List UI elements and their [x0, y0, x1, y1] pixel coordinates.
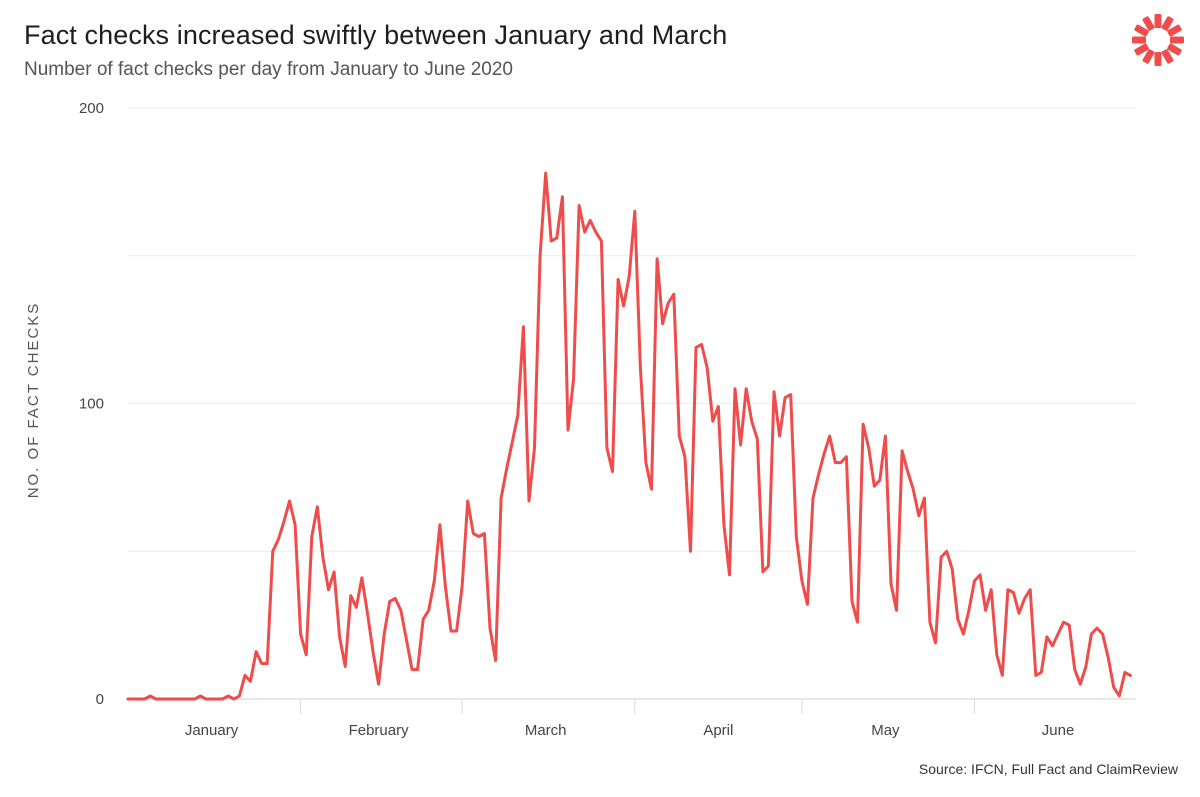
chart-subtitle: Number of fact checks per day from Janua…: [24, 59, 513, 80]
series-group: [126, 171, 1132, 701]
x-tick-label: January: [185, 722, 239, 739]
logo-ray: [1170, 36, 1184, 44]
logo-ray: [1161, 16, 1174, 31]
x-axis: January February March April May June: [185, 700, 1074, 739]
series-line: [126, 171, 1132, 701]
x-tick-label: February: [349, 722, 410, 739]
y-tick-label: 100: [79, 396, 104, 413]
logo-ray: [1154, 52, 1162, 66]
x-tick-label: June: [1042, 722, 1075, 739]
logo-ray: [1134, 43, 1149, 56]
logo-ray: [1167, 24, 1182, 37]
logo-ray: [1142, 16, 1155, 31]
logo-ray: [1134, 24, 1149, 37]
logo-ray: [1161, 49, 1174, 64]
x-tick-label: April: [703, 722, 733, 739]
x-tick-label: May: [871, 722, 900, 739]
source-note: Source: IFCN, Full Fact and ClaimReview: [918, 761, 1178, 777]
logo-ray: [1132, 36, 1146, 44]
y-tick-label: 200: [79, 100, 104, 117]
logo-ray: [1154, 14, 1162, 28]
y-axis-label: NO. OF FACT CHECKS: [25, 302, 42, 499]
x-tick-label: March: [525, 722, 567, 739]
y-axis: 0 100 200: [79, 100, 104, 708]
logo-ray: [1167, 43, 1182, 56]
starburst-logo-icon: [1132, 14, 1184, 66]
logo-ray: [1142, 49, 1155, 64]
y-tick-label: 0: [96, 691, 104, 708]
chart-title: Fact checks increased swiftly between Ja…: [24, 20, 728, 50]
